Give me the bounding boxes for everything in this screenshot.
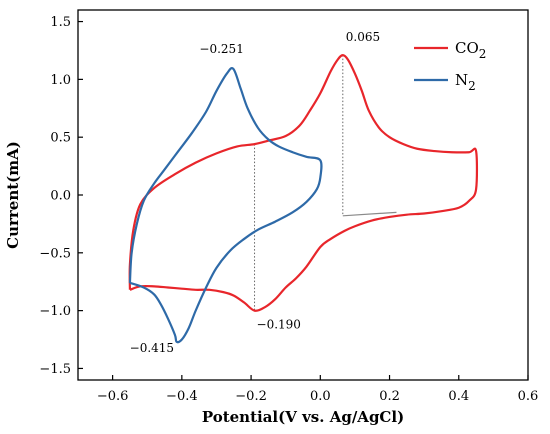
y-tick-label: −1.5 xyxy=(39,362,71,377)
y-tick-label: −1.0 xyxy=(39,304,71,319)
curves xyxy=(128,53,479,344)
series-line-co2 xyxy=(128,53,479,312)
y-tick-label: 0.5 xyxy=(50,131,71,146)
peak-label: 0.065 xyxy=(346,30,380,44)
peak-label: −0.190 xyxy=(257,318,301,332)
peak-label: −0.251 xyxy=(199,42,243,56)
x-tick-label: 0.6 xyxy=(518,389,539,404)
baseline-line xyxy=(342,211,397,217)
x-tick-label: 0.4 xyxy=(448,389,469,404)
y-tick-label: −0.5 xyxy=(39,246,71,261)
legend-label: N2 xyxy=(455,71,476,93)
x-tick-label: 0.2 xyxy=(379,389,400,404)
series-line-n2 xyxy=(128,67,323,344)
peak-label: −0.415 xyxy=(130,341,174,355)
x-axis-label: Potential(V vs. Ag/AgCl) xyxy=(202,408,404,426)
x-tick-label: −0.6 xyxy=(97,389,129,404)
x-axis: −0.6 −0.4 −0.2 0.0 0.2 0.4 0.6 xyxy=(97,375,539,404)
y-axis: −1.5 −1.0 −0.5 0.0 0.5 1.0 1.5 xyxy=(39,15,83,377)
y-tick-label: 1.0 xyxy=(50,73,71,88)
peak-annotations: 0.065 −0.251 −0.190 −0.415 xyxy=(130,30,381,355)
dotted-guides xyxy=(254,55,397,311)
x-tick-label: 0.0 xyxy=(310,389,331,404)
x-tick-label: −0.2 xyxy=(235,389,267,404)
x-tick-label: −0.4 xyxy=(166,389,198,404)
y-tick-label: 1.5 xyxy=(50,15,71,30)
legend-label: CO2 xyxy=(455,39,486,61)
y-axis-label: Current(mA) xyxy=(4,141,22,249)
y-tick-label: 0.0 xyxy=(50,189,71,204)
